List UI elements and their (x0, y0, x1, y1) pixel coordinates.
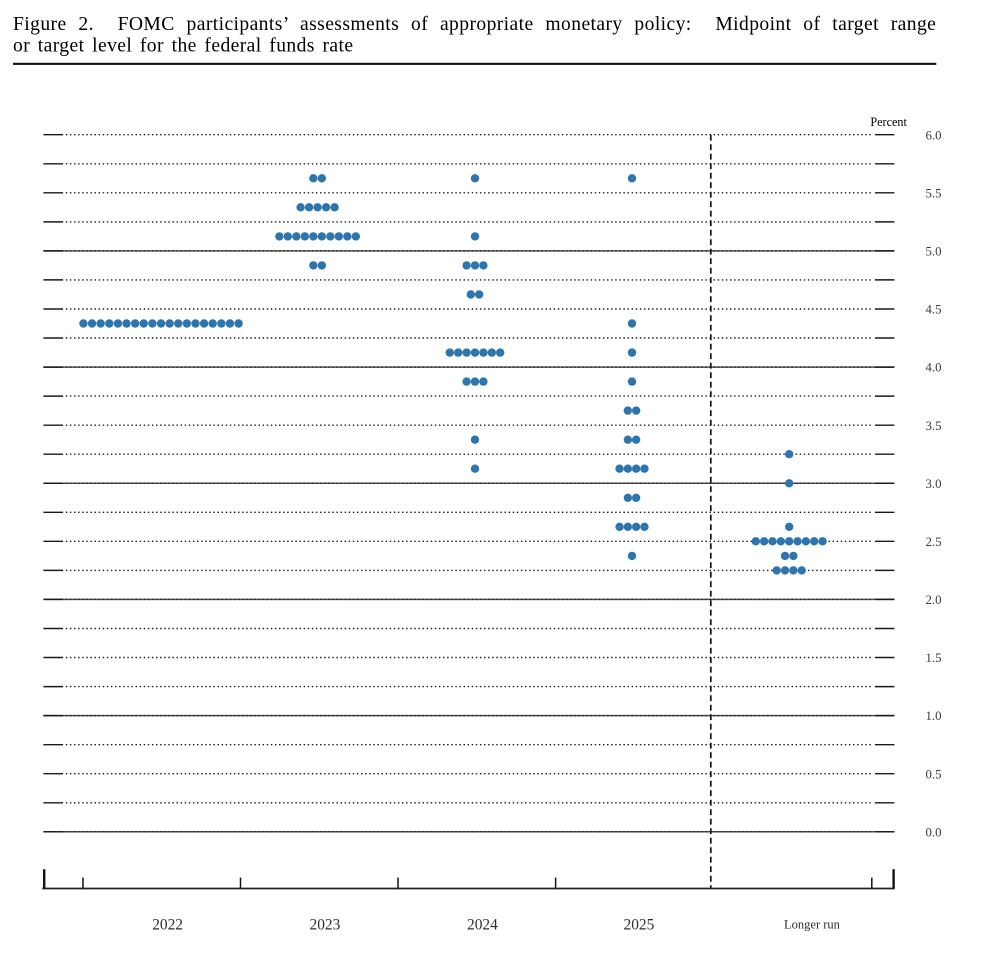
svg-text:Longer run: Longer run (784, 917, 841, 931)
svg-text:2.5: 2.5 (926, 535, 942, 549)
svg-text:4.0: 4.0 (926, 361, 942, 375)
svg-text:2022: 2022 (152, 916, 183, 933)
svg-text:5.0: 5.0 (926, 245, 942, 259)
svg-text:2025: 2025 (624, 916, 655, 933)
svg-text:6.0: 6.0 (926, 128, 942, 142)
svg-text:Figure 2. FOMC participants’: Figure 2. FOMC participants’ assessments… (13, 14, 936, 35)
svg-text:1.0: 1.0 (926, 709, 942, 723)
svg-text:2023: 2023 (310, 916, 341, 933)
svg-text:5.5: 5.5 (926, 186, 942, 200)
svg-text:4.5: 4.5 (926, 303, 942, 317)
svg-text:or target level for the federa: or target level for the federal funds ra… (13, 35, 353, 56)
svg-text:1.5: 1.5 (926, 651, 942, 665)
svg-text:2.0: 2.0 (926, 593, 942, 607)
svg-text:3.5: 3.5 (926, 419, 942, 433)
svg-text:3.0: 3.0 (926, 477, 942, 491)
svg-text:2024: 2024 (467, 916, 498, 933)
svg-text:Percent: Percent (870, 115, 907, 129)
svg-text:0.5: 0.5 (926, 767, 942, 781)
svg-text:0.0: 0.0 (926, 825, 942, 839)
